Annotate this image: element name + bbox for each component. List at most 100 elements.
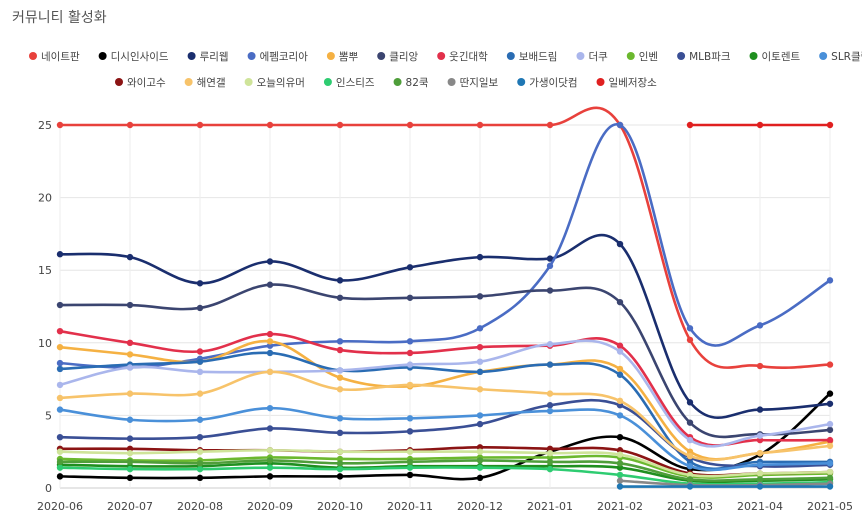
data-point[interactable] (476, 464, 484, 471)
data-point[interactable] (56, 359, 64, 367)
data-point[interactable] (126, 416, 134, 423)
data-point[interactable] (616, 342, 624, 349)
data-point[interactable] (546, 121, 554, 129)
data-point[interactable] (476, 253, 484, 261)
data-point[interactable] (616, 348, 624, 355)
data-point[interactable] (686, 463, 694, 470)
legend-item[interactable]: 가생이닷컴 (517, 77, 578, 89)
data-point[interactable] (126, 364, 134, 371)
data-point[interactable] (616, 460, 624, 467)
data-point[interactable] (126, 474, 134, 482)
data-point[interactable] (616, 412, 624, 419)
data-point[interactable] (406, 458, 414, 466)
data-point[interactable] (616, 483, 624, 490)
data-point[interactable] (546, 361, 554, 368)
data-point[interactable] (56, 473, 64, 480)
data-point[interactable] (406, 338, 414, 345)
data-point[interactable] (476, 412, 484, 419)
data-point[interactable] (196, 448, 204, 455)
data-point[interactable] (336, 294, 344, 301)
data-point[interactable] (266, 338, 274, 345)
data-point[interactable] (196, 474, 204, 482)
data-point[interactable] (686, 336, 694, 344)
data-point[interactable] (196, 368, 204, 376)
data-point[interactable] (476, 325, 484, 332)
data-point[interactable] (56, 394, 64, 402)
data-point[interactable] (266, 368, 274, 376)
data-point[interactable] (686, 476, 694, 483)
legend-item[interactable]: MLB파크 (677, 51, 731, 63)
data-point[interactable] (266, 121, 274, 129)
data-point[interactable] (266, 457, 274, 464)
data-point[interactable] (56, 327, 64, 335)
data-point[interactable] (616, 240, 624, 248)
data-point[interactable] (56, 433, 64, 441)
legend-item[interactable]: 디시인사이드 (98, 51, 169, 63)
data-point[interactable] (196, 348, 204, 355)
data-point[interactable] (546, 255, 554, 262)
data-point[interactable] (826, 361, 834, 368)
data-point[interactable] (756, 476, 764, 483)
data-point[interactable] (336, 277, 344, 284)
data-point[interactable] (196, 304, 204, 312)
data-point[interactable] (546, 402, 554, 409)
data-point[interactable] (476, 386, 484, 393)
data-point[interactable] (126, 465, 134, 473)
data-point[interactable] (826, 483, 834, 490)
data-point[interactable] (406, 121, 414, 129)
data-point[interactable] (56, 121, 64, 129)
data-point[interactable] (686, 419, 694, 426)
data-point[interactable] (56, 406, 64, 413)
data-point[interactable] (126, 390, 134, 397)
data-point[interactable] (126, 351, 134, 358)
data-point[interactable] (266, 425, 274, 432)
data-point[interactable] (616, 121, 624, 129)
data-point[interactable] (126, 449, 134, 457)
data-point[interactable] (826, 436, 834, 444)
legend-item[interactable]: 와이고수 (115, 77, 166, 89)
data-point[interactable] (266, 330, 274, 338)
data-point[interactable] (756, 470, 764, 477)
data-point[interactable] (826, 426, 834, 434)
data-point[interactable] (546, 341, 554, 348)
legend-item[interactable]: 인벤 (626, 51, 658, 63)
data-point[interactable] (56, 343, 64, 351)
data-point[interactable] (616, 451, 624, 458)
data-point[interactable] (336, 386, 344, 393)
data-point[interactable] (476, 293, 484, 300)
data-point[interactable] (616, 371, 624, 378)
data-point[interactable] (336, 121, 344, 129)
data-point[interactable] (126, 253, 134, 261)
data-point[interactable] (616, 433, 624, 441)
data-point[interactable] (196, 121, 204, 129)
data-point[interactable] (406, 415, 414, 422)
data-point[interactable] (616, 477, 624, 484)
data-point[interactable] (756, 322, 764, 329)
data-point[interactable] (756, 362, 764, 370)
data-point[interactable] (406, 294, 414, 301)
data-point[interactable] (266, 473, 274, 480)
data-point[interactable] (266, 464, 274, 471)
data-point[interactable] (196, 433, 204, 441)
data-point[interactable] (126, 121, 134, 129)
data-point[interactable] (826, 420, 834, 428)
data-point[interactable] (336, 367, 344, 374)
legend-item[interactable]: 웃긴대학 (437, 51, 488, 63)
data-point[interactable] (336, 374, 344, 381)
legend-item[interactable]: 뽐뿌 (326, 51, 359, 63)
data-point[interactable] (406, 264, 414, 271)
data-point[interactable] (196, 460, 204, 467)
data-point[interactable] (546, 458, 554, 466)
data-point[interactable] (826, 442, 834, 450)
data-point[interactable] (406, 361, 414, 368)
legend-item[interactable]: 일베저장소 (596, 76, 658, 89)
data-point[interactable] (56, 251, 64, 258)
data-point[interactable] (686, 121, 694, 129)
data-point[interactable] (126, 435, 134, 442)
data-point[interactable] (476, 457, 484, 464)
data-point[interactable] (266, 349, 274, 357)
data-point[interactable] (546, 390, 554, 397)
data-point[interactable] (336, 465, 344, 473)
data-point[interactable] (406, 464, 414, 471)
data-point[interactable] (686, 436, 694, 444)
